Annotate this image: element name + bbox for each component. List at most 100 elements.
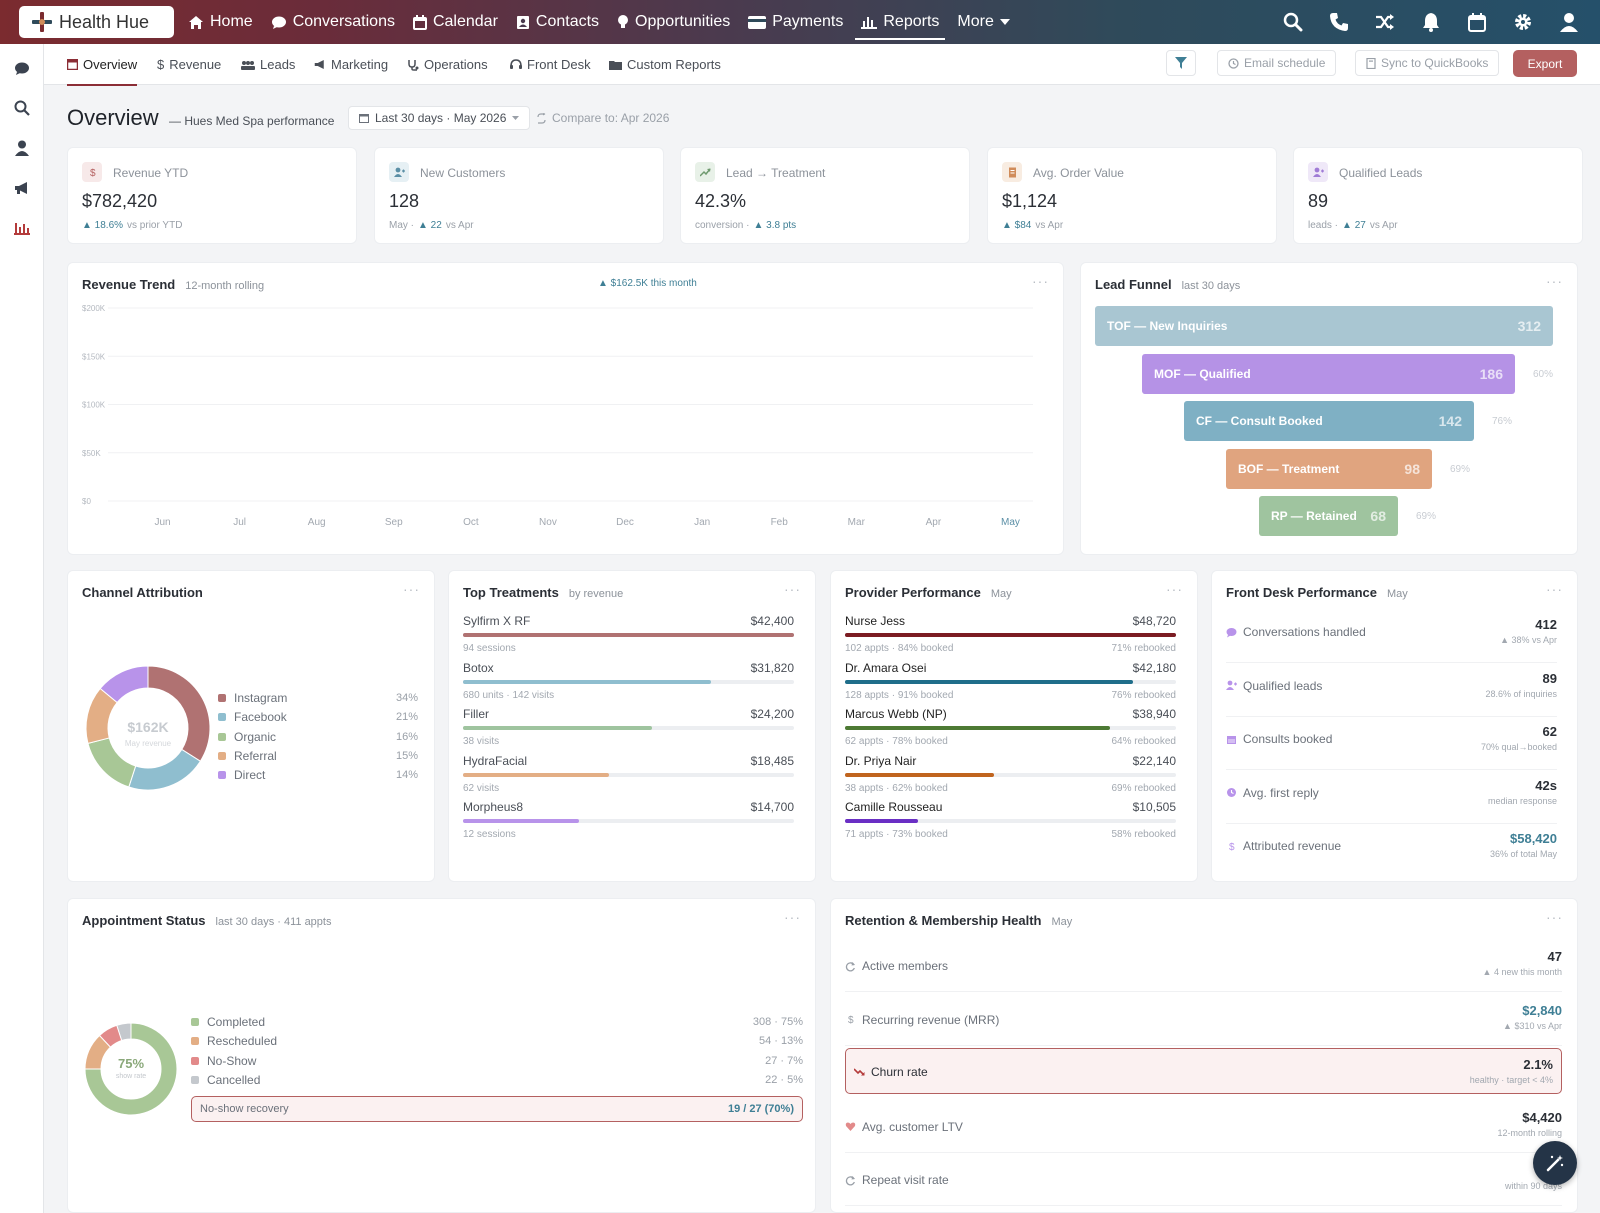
treatments-menu-button[interactable]: ···	[784, 581, 801, 597]
provider-row-top: Marcus Webb (NP) $38,940	[845, 707, 1176, 721]
nav-opportunities[interactable]: Opportunities	[617, 0, 730, 44]
funnel-stage-bar[interactable]: MOF — Qualified 186	[1142, 353, 1515, 394]
retention-metric[interactable]: Churn rate 2.1% healthy · target < 4%	[845, 1048, 1562, 1094]
funnel-stage-bar[interactable]: TOF — New Inquiries 312	[1095, 306, 1553, 346]
treatment-row[interactable]: Botox $31,820 680 units · 142 visits	[463, 661, 794, 701]
sidebar-search[interactable]	[12, 98, 32, 118]
provider-row[interactable]: Camille Rousseau $10,505 71 appts · 73% bo…	[845, 800, 1176, 840]
nav-home[interactable]: Home	[188, 0, 253, 44]
sidebar-contacts[interactable]	[12, 138, 32, 158]
donut-slice[interactable]	[116, 1022, 132, 1042]
provider-row[interactable]: Dr. Priya Nair $22,140 38 appts · 62% book…	[845, 754, 1176, 794]
kpi-card[interactable]: Avg. Order Value $1,124 ▲ $84 vs Apr	[987, 147, 1277, 244]
channel-legend-item[interactable]: Instagram 34%	[218, 691, 418, 705]
front-desk-metric[interactable]: Qualified leads 89 28.6% of inquiries	[1226, 665, 1557, 717]
export-button[interactable]: Export	[1513, 50, 1577, 77]
nav-contacts[interactable]: Contacts	[516, 0, 599, 44]
treatment-row[interactable]: Morpheus8 $14,700 12 sessions	[463, 800, 794, 840]
notifications-button[interactable]	[1408, 12, 1454, 32]
channel-legend-item[interactable]: Facebook 21%	[218, 710, 418, 724]
nav-conversations[interactable]: Conversations	[271, 0, 395, 44]
front-desk-metric-value: 89	[1542, 670, 1557, 686]
sync-quickbooks-button[interactable]: Sync to QuickBooks	[1355, 50, 1500, 76]
retention-metric[interactable]: Active members 47 ▲ 4 new this month	[845, 939, 1562, 992]
funnel-stage-bar[interactable]: CF — Consult Booked 142	[1184, 401, 1474, 441]
provider-row[interactable]: Nurse Jess $48,720 102 appts · 84% booked 7…	[845, 614, 1176, 654]
retention-metric[interactable]: Avg. customer LTV $4,420 12-month rolling	[845, 1100, 1562, 1153]
kpi-card[interactable]: Qualified Leads 89 leads · ▲ 27 vs Apr	[1293, 147, 1583, 244]
filter-button[interactable]	[1166, 50, 1196, 76]
revenue-trend-menu-button[interactable]: ···	[1032, 273, 1049, 289]
legend-label: Completed	[207, 1015, 266, 1029]
donut-slice[interactable]	[128, 748, 202, 791]
nav-reports[interactable]: Reports	[855, 0, 946, 44]
funnel-stage-bar[interactable]: RP — Retained 68	[1259, 496, 1398, 536]
tab-leads[interactable]: Leads	[241, 44, 295, 85]
search-button[interactable]	[1270, 12, 1316, 32]
tab-custom-reports-label: Custom Reports	[627, 57, 721, 72]
channel-legend-item[interactable]: Direct 14%	[218, 768, 418, 782]
donut-slice[interactable]	[84, 1022, 178, 1116]
tab-custom-reports[interactable]: Custom Reports	[609, 44, 721, 85]
front-desk-metric-sub: 36% of total May	[1489, 849, 1557, 859]
nav-calendar[interactable]: Calendar	[412, 0, 498, 44]
tab-overview[interactable]: Overview	[67, 44, 138, 86]
front-desk-menu-button[interactable]: ···	[1546, 581, 1563, 597]
front-desk-metric[interactable]: Avg. first reply 42s median response	[1226, 772, 1557, 824]
kpi-card[interactable]: $ Revenue YTD $782,420 ▲ 18.6% vs prior YTD	[67, 147, 357, 244]
kpi-card[interactable]: Lead → Treatment 42.3% conversion · ▲ 3.8 p…	[680, 147, 970, 244]
date-range-select[interactable]: Last 30 days · May 2026	[348, 106, 531, 130]
front-desk-metric[interactable]: Consults booked 62 70% qual→booked	[1226, 718, 1557, 770]
retention-metric[interactable]: Repeat visit rate within 90 days	[845, 1153, 1562, 1206]
treatment-row[interactable]: Filler $24,200 38 visits	[463, 707, 794, 747]
nav-payments[interactable]: Payments	[748, 0, 843, 44]
channel-legend-item[interactable]: Organic 16%	[218, 730, 418, 744]
appointment-legend-item[interactable]: No-Show 27 · 7%	[191, 1054, 803, 1068]
appointments-menu-button[interactable]: ···	[784, 909, 801, 925]
email-schedule-button[interactable]: Email schedule	[1217, 50, 1337, 76]
provider-name: Dr. Priya Nair	[845, 753, 917, 768]
ai-assistant-button[interactable]	[1533, 1141, 1577, 1185]
treatment-bar-fill	[463, 772, 609, 777]
retention-menu-button[interactable]: ···	[1546, 909, 1563, 925]
sidebar-chat[interactable]	[12, 58, 32, 78]
refresh-icon	[845, 1175, 855, 1185]
revenue-trend-card: Revenue Trend 12-month rolling ▲ $162.5K …	[67, 262, 1064, 555]
providers-menu-button[interactable]: ···	[1166, 581, 1183, 597]
treatment-row[interactable]: HydraFacial $18,485 62 visits	[463, 754, 794, 794]
phone-button[interactable]	[1316, 12, 1362, 32]
nav-more[interactable]: More	[957, 0, 1010, 44]
y-tick-label: $100K	[82, 401, 106, 410]
sidebar-reports[interactable]	[12, 218, 32, 238]
provider-name: Nurse Jess	[845, 614, 906, 628]
tab-revenue[interactable]: $ Revenue	[157, 44, 221, 85]
sidebar-marketing[interactable]	[12, 178, 32, 198]
lead-funnel-menu-button[interactable]: ···	[1546, 273, 1563, 289]
calendar-button[interactable]	[1454, 12, 1500, 32]
channel-legend-item[interactable]: Referral 15%	[218, 749, 418, 763]
tab-operations[interactable]: Operations	[408, 44, 488, 85]
provider-subtext: 128 appts · 91% booked 76% rebooked	[845, 690, 1176, 701]
provider-row[interactable]: Marcus Webb (NP) $38,940 62 appts · 78% bo…	[845, 707, 1176, 747]
appointment-legend-item[interactable]: Cancelled 22 · 5%	[191, 1073, 803, 1087]
compare-toggle[interactable]: Compare to: Apr 2026	[536, 111, 669, 125]
shuffle-button[interactable]	[1362, 13, 1408, 31]
channel-menu-button[interactable]: ···	[403, 581, 420, 597]
treatment-row[interactable]: Sylfirm X RF $42,400 94 sessions	[463, 614, 794, 654]
front-desk-metric[interactable]: Conversations handled 412 ▲ 38% vs Apr	[1226, 611, 1557, 663]
donut-slice[interactable]	[99, 665, 149, 704]
funnel-stage-bar[interactable]: BOF — Treatment 98	[1226, 448, 1432, 489]
appointment-legend-item[interactable]: Rescheduled 54 · 13%	[191, 1034, 803, 1048]
provider-row[interactable]: Dr. Amara Osei $42,180 128 appts · 91% boo…	[845, 661, 1176, 701]
front-desk-metric[interactable]: $ Attributed revenue $58,420 36% of total M…	[1226, 825, 1557, 877]
provider-value: $22,140	[1132, 753, 1176, 768]
app-logo[interactable]: Health Hue	[19, 6, 174, 38]
retention-metric[interactable]: $ Recurring revenue (MRR) $2,840 ▲ $310 vs …	[845, 993, 1562, 1046]
tab-front-desk[interactable]: Front Desk	[510, 44, 591, 85]
tab-marketing[interactable]: Marketing	[314, 44, 388, 85]
appointment-legend-item[interactable]: Completed 308 · 75%	[191, 1015, 803, 1029]
kpi-card[interactable]: New Customers 128 May · ▲ 22 vs Apr	[374, 147, 664, 244]
shuffle-icon	[1376, 14, 1394, 30]
profile-button[interactable]	[1546, 12, 1592, 32]
settings-button[interactable]	[1500, 12, 1546, 32]
